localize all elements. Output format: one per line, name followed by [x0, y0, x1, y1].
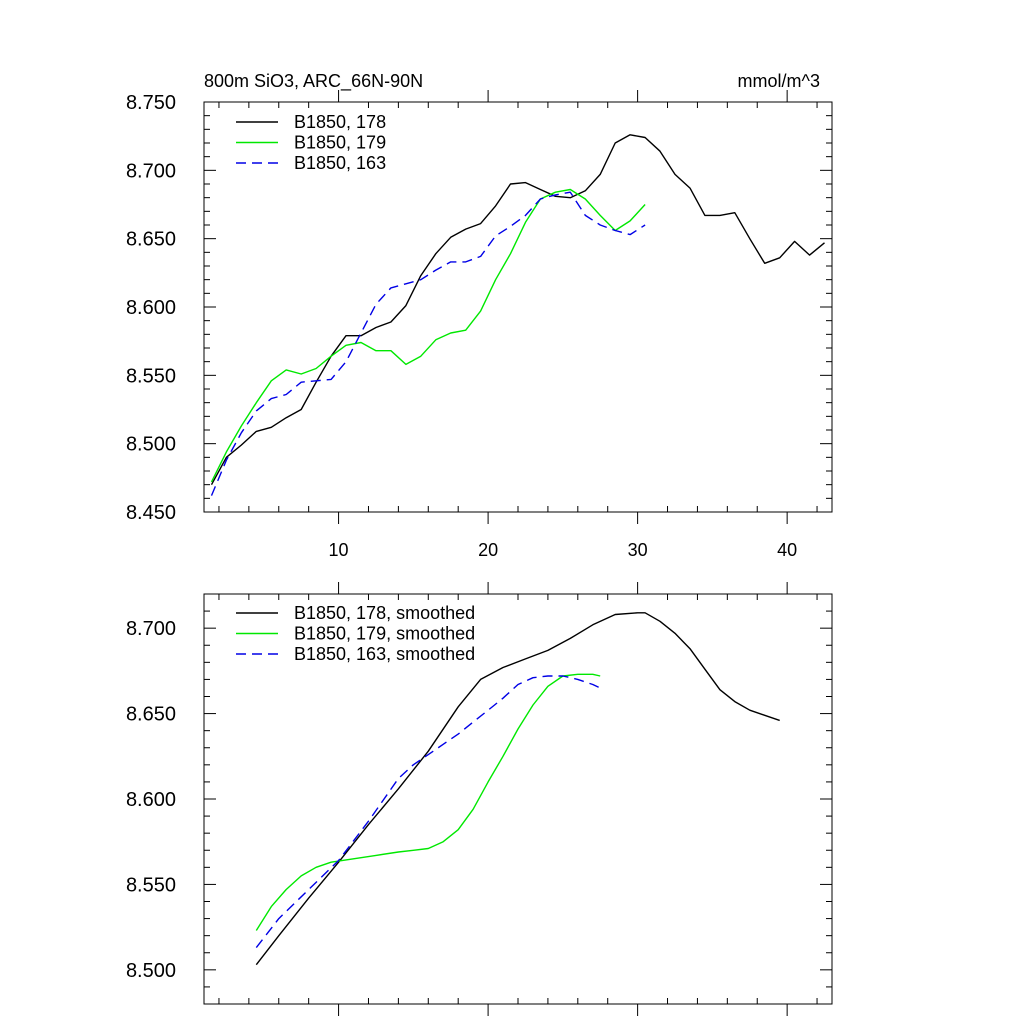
x-tick-label: 20 [478, 540, 498, 560]
y-tick-label: 8.650 [126, 704, 176, 726]
bottom-plot-frame [203, 593, 833, 1005]
top-panel-ticks: 10 20 30 40 8.450 8.500 8.550 8.600 8.650 8.700 8.… [126, 90, 832, 560]
y-tick-label: 8.600 [126, 297, 176, 319]
x-tick-label: 40 [777, 540, 797, 560]
y-tick-label: 8.550 [126, 874, 176, 896]
y-tick-label: 8.750 [126, 92, 176, 114]
series-line-2 [255, 673, 601, 931]
top-panel-series [210, 134, 825, 496]
series-line-1 [210, 134, 825, 486]
series-line-1 [255, 612, 780, 966]
y-tick-label: 8.600 [126, 789, 176, 811]
y-tick-label: 8.650 [126, 229, 176, 251]
units-label: mmol/m^3 [738, 71, 820, 91]
y-tick-label: 8.500 [126, 960, 176, 982]
chart-title: 800m SiO3, ARC_66N-90N [204, 71, 423, 92]
legend-label: B1850, 178 [294, 112, 386, 132]
bottom-panel-series [255, 612, 780, 966]
legend-label: B1850, 179 [294, 133, 386, 153]
top-panel: 800m SiO3, ARC_66N-90N mmol/m^3 10 20 30 40… [126, 71, 833, 560]
y-tick-label: 8.550 [126, 365, 176, 387]
y-tick-label: 8.450 [126, 502, 176, 524]
legend-label: B1850, 163, smoothed [294, 644, 475, 664]
y-tick-label: 8.700 [126, 618, 176, 640]
x-tick-label: 10 [329, 540, 349, 560]
x-tick-label: 30 [628, 540, 648, 560]
top-plot-frame [203, 101, 833, 513]
bottom-panel-ticks: 8.500 8.550 8.600 8.650 8.700 [126, 582, 832, 1016]
series-line-3 [255, 675, 601, 949]
legend-label: B1850, 163 [294, 153, 386, 173]
legend-label: B1850, 179, smoothed [294, 624, 475, 644]
y-tick-label: 8.700 [126, 160, 176, 182]
y-tick-label: 8.500 [126, 434, 176, 456]
series-line-2 [210, 188, 646, 483]
legend-label: B1850, 178, smoothed [294, 603, 475, 623]
series-line-3 [210, 191, 646, 496]
bottom-panel: 8.500 8.550 8.600 8.650 8.700 B1850, 178, sm… [126, 582, 833, 1016]
